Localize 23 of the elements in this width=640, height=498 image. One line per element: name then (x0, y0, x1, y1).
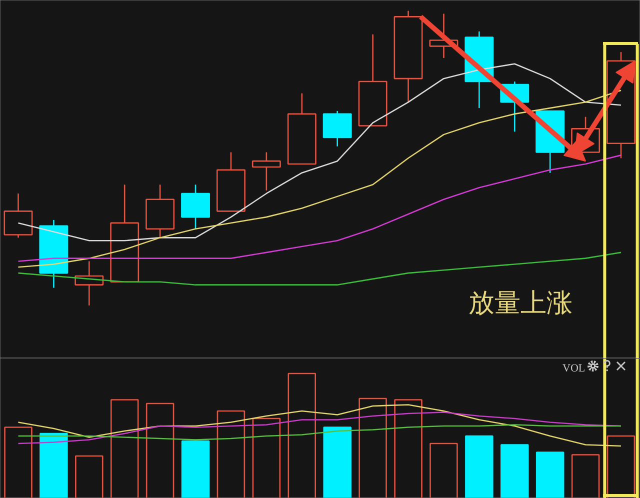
candlestick (394, 10, 423, 103)
bar (252, 418, 281, 498)
chart-title: VOL (562, 362, 586, 374)
bar (430, 442, 458, 498)
candlestick (74, 260, 104, 306)
bar (110, 399, 139, 498)
bar (288, 372, 316, 498)
bar (358, 398, 387, 498)
bar (40, 432, 68, 498)
annotation: 放量上涨 (468, 288, 572, 318)
bar (181, 440, 210, 498)
candlestick (39, 219, 68, 288)
candlestick (322, 110, 352, 147)
bar (323, 426, 352, 498)
bar (536, 452, 564, 498)
bar (4, 426, 32, 498)
bar (75, 455, 104, 498)
bar (465, 435, 494, 498)
bar (500, 444, 529, 498)
bar (216, 410, 246, 498)
bar (146, 402, 174, 498)
bar (394, 399, 422, 498)
bar (571, 454, 600, 498)
